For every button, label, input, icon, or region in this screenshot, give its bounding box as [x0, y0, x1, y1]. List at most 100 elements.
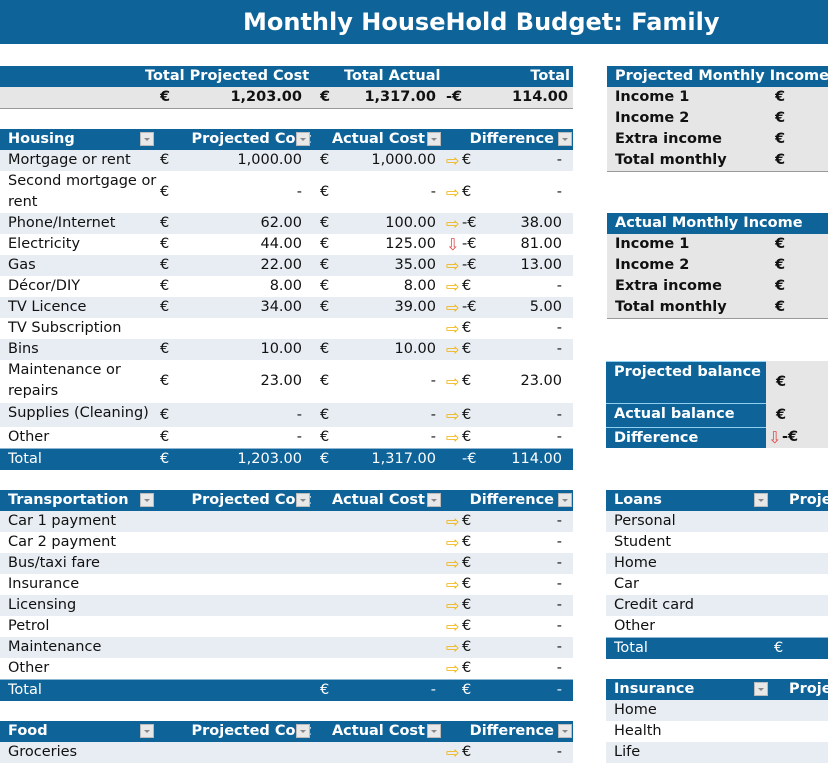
item-label: Maintenance or repairs [8, 362, 121, 399]
projected-value: - [296, 183, 302, 200]
difference-value: 5.00 [529, 299, 562, 315]
filter-dropdown-icon[interactable] [558, 132, 572, 146]
arrow-right-icon: ⇨ [446, 277, 460, 296]
filter-dropdown-icon[interactable] [296, 132, 310, 146]
income-label: Income 1 [615, 89, 690, 105]
item-label: Student [614, 534, 672, 550]
difference-value: - [556, 183, 562, 200]
food-header: Food Projected Cost Actual Cost Difference [0, 721, 573, 742]
item-label: Groceries [8, 744, 78, 760]
difference-currency: € [462, 618, 472, 634]
filter-dropdown-icon[interactable] [427, 132, 441, 146]
projected-value: 44.00 [260, 236, 302, 252]
arrow-right-icon: ⇨ [446, 428, 460, 447]
currency: € [774, 640, 784, 656]
item-label: Mortgage or rent [8, 152, 131, 168]
filter-dropdown-icon[interactable] [558, 724, 572, 738]
arrow-right-icon: ⇨ [446, 575, 460, 594]
actual-currency: € [320, 429, 330, 445]
difference-value: - [556, 406, 562, 423]
column-header: Actual Cost [331, 723, 425, 739]
arrow-right-icon: ⇨ [446, 596, 460, 615]
item-label: Other [8, 660, 50, 676]
filter-dropdown-icon[interactable] [140, 724, 154, 738]
projected-currency: € [160, 236, 170, 252]
difference-value: - [556, 513, 562, 529]
table-row: Car 2 payment ⇨ € - [0, 532, 573, 553]
summary-value: € [160, 89, 171, 105]
item-label: Second mortgage or rent [8, 173, 157, 210]
difference-value: - [556, 597, 562, 613]
actual-currency: € [320, 373, 330, 389]
difference-currency: € [462, 534, 472, 550]
filter-dropdown-icon[interactable] [296, 724, 310, 738]
projected-value: 22.00 [260, 257, 302, 273]
item-label: Life [614, 744, 641, 760]
item-label: TV Licence [8, 299, 87, 315]
table-title: Actual Monthly Income [615, 215, 803, 231]
difference-value: - [556, 744, 562, 760]
filter-dropdown-icon[interactable] [754, 493, 768, 507]
total-label: Total [614, 640, 648, 656]
loans-total-row: Total € [606, 637, 828, 659]
item-label: Insurance [8, 576, 80, 592]
arrow-right-icon: ⇨ [446, 638, 460, 657]
arrow-right-icon: ⇨ [446, 512, 460, 531]
difference-currency: € [462, 639, 472, 655]
filter-dropdown-icon[interactable] [754, 682, 768, 696]
actual-currency: € [320, 152, 330, 168]
item-label: Electricity [8, 236, 81, 252]
filter-dropdown-icon[interactable] [427, 493, 441, 507]
item-label: Licensing [8, 597, 77, 613]
currency: € [776, 406, 787, 423]
projected-currency: € [160, 215, 170, 231]
actual-currency: € [320, 278, 330, 294]
filter-dropdown-icon[interactable] [296, 493, 310, 507]
arrow-right-icon: ⇨ [446, 405, 460, 425]
projected-currency: € [160, 429, 170, 445]
balance-row: Projected balance € [606, 361, 828, 403]
insurance-header: Insurance Proje [606, 679, 828, 700]
actual-currency: € [320, 682, 330, 698]
actual-value: - [430, 429, 436, 445]
arrow-right-icon: ⇨ [446, 743, 460, 762]
projected-value: 1,000.00 [237, 152, 302, 168]
difference-currency: -€ [462, 215, 477, 231]
income-label: Income 2 [615, 257, 690, 273]
arrow-right-icon: ⇨ [446, 372, 460, 391]
filter-dropdown-icon[interactable] [140, 132, 154, 146]
filter-dropdown-icon[interactable] [558, 493, 572, 507]
actual-currency: € [320, 183, 330, 200]
actual_income-header: Actual Monthly Income [607, 213, 828, 235]
item-label: Bins [8, 341, 39, 357]
filter-dropdown-icon[interactable] [427, 724, 441, 738]
difference-currency: € [462, 320, 472, 336]
summary-header-1: Total Actual [344, 68, 441, 84]
balance-label: Difference [606, 427, 766, 448]
actual-value: 100.00 [385, 215, 436, 231]
table-row: Décor/DIY €8.00 €8.00 ⇨ € - [0, 276, 573, 297]
table-row: Licensing ⇨ € - [0, 595, 573, 616]
filter-dropdown-icon[interactable] [140, 493, 154, 507]
difference-currency: € [462, 406, 472, 423]
difference-value: - [556, 576, 562, 592]
arrow-right-icon: ⇨ [446, 340, 460, 359]
difference-currency: € [462, 373, 472, 389]
summary-value: 1,203.00 [230, 89, 302, 105]
table-row: Health [606, 721, 828, 742]
currency: € [775, 89, 786, 105]
balance-row: Difference ⇩ -€ [606, 427, 828, 448]
projected-value: 10.00 [260, 341, 302, 357]
table-row: Bus/taxi fare ⇨ € - [0, 553, 573, 574]
item-label: Car 2 payment [8, 534, 117, 550]
projected-value: - [296, 429, 302, 445]
projected-currency: € [160, 406, 170, 423]
difference-value: 13.00 [520, 257, 562, 273]
arrow-right-icon: ⇨ [446, 659, 460, 678]
table-row: Maintenance ⇨ € - [0, 637, 573, 658]
projected-currency: € [160, 299, 170, 315]
summary-value: -€ [446, 89, 463, 105]
actual-currency: € [320, 406, 330, 423]
column-header: Difference [469, 131, 554, 147]
table-row: Income 2 € [607, 255, 828, 277]
